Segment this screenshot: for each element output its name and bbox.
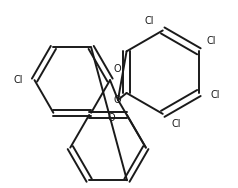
Text: O: O [114, 95, 122, 105]
Text: Cl: Cl [210, 90, 220, 100]
Text: Cl: Cl [14, 75, 23, 85]
Text: Cl: Cl [172, 119, 181, 129]
Text: O: O [114, 64, 122, 74]
Text: Cl: Cl [144, 16, 154, 26]
Text: Cl: Cl [206, 36, 216, 46]
Text: O: O [107, 113, 115, 123]
